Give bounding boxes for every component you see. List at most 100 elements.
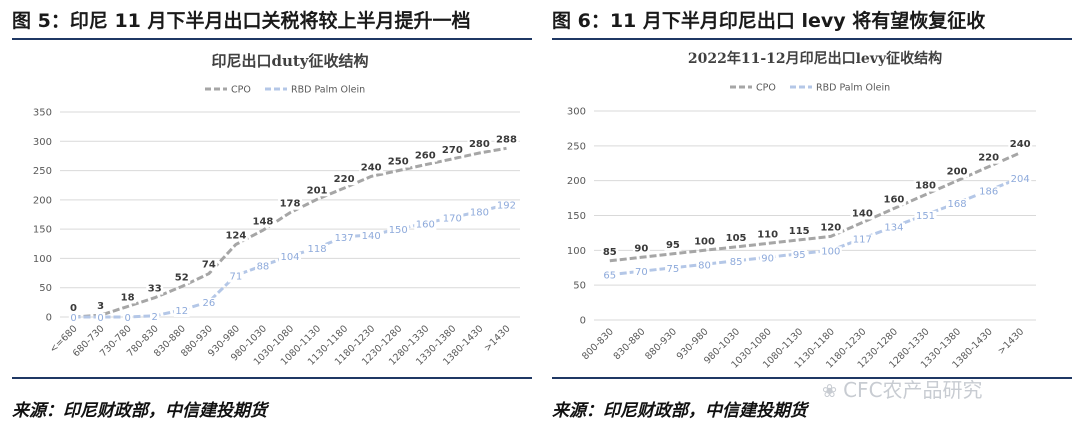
x-tick-label: 800-830 [580,326,616,362]
data-label-rbd: 137 [335,233,354,244]
data-label-bg [1009,173,1032,185]
data-label-bg [119,292,137,304]
data-label-bg [386,156,411,168]
data-label-bg [914,210,937,222]
data-label-bg [913,180,938,192]
data-label-cpo: 0 [70,303,77,314]
data-label-cpo: 260 [415,151,436,162]
data-label-bg [173,305,190,317]
data-label-bg [977,186,1000,198]
data-label-cpo: 240 [1010,139,1031,150]
legend-label: CPO [756,83,776,94]
data-label-bg [882,222,905,234]
figure-6-panel: 图 6：11 月下半月印尼出口 levy 将有望恢复征收 2022年11-12月… [552,0,1072,436]
y-tick-label: 300 [567,107,586,118]
source-rule [552,377,1072,379]
data-label-bg [664,239,682,251]
data-label-bg [68,303,79,314]
data-label-bg [440,144,465,156]
data-label-bg [414,219,437,231]
data-label-bg [467,139,492,150]
data-label-rbd: 160 [416,219,435,230]
data-label-cpo: 201 [307,185,328,196]
data-label-bg [228,271,244,283]
y-tick-label: 50 [573,281,586,292]
data-label-rbd: 85 [730,257,743,268]
series-line-cpo [609,151,1021,263]
data-label-cpo: 120 [820,222,841,233]
data-label-cpo: 100 [694,236,715,247]
data-label-bg [387,225,410,237]
y-tick-label: 300 [33,137,52,148]
data-label-bg [692,236,717,248]
data-label-cpo: 140 [852,208,873,219]
data-label-cpo: 178 [280,199,301,210]
data-label-bg [95,301,106,313]
data-label-bg [881,194,906,206]
data-label-bg [494,134,519,146]
legend-label: RBD Palm Olein [816,83,890,94]
data-label-rbd: 75 [667,264,680,275]
data-label-rbd: 180 [470,208,489,219]
data-label-bg [1008,138,1033,150]
data-label-bg [851,234,874,246]
data-label-bg [633,267,650,279]
data-label-bg [787,225,812,237]
data-label-bg [122,313,133,324]
data-label-cpo: 52 [175,273,189,284]
data-label-bg [173,272,191,284]
data-label-rbd: 0 [124,313,130,324]
data-label-cpo: 200 [947,167,968,178]
data-label-bg [665,263,681,275]
data-label-cpo: 85 [603,247,617,258]
data-label-rbd: 65 [603,271,616,282]
data-label-bg [360,231,383,242]
data-label-rbd: 88 [257,261,270,272]
data-label-bg [95,313,106,324]
chart-title: 印尼出口duty征收结构 [211,52,368,70]
data-label-cpo: 74 [202,260,216,271]
data-label-bg [332,174,357,186]
data-label-bg [68,313,79,324]
watermark-text: CFC农产品研究 [843,378,983,402]
data-label-rbd: 168 [948,199,967,210]
y-tick-label: 250 [567,141,586,152]
figure-5-source: 来源：印尼财政部，中信建投期货 [12,401,267,421]
legend-label: RBD Palm Olein [291,85,365,96]
data-label-cpo: 90 [634,243,648,254]
levy-structure-chart: 2022年11-12月印尼出口levy征收结构 CPO RBD Palm Olein… [567,50,1036,371]
data-label-rbd: 150 [389,225,408,236]
y-tick-label: 200 [567,176,586,187]
legend-item-rbd-palm-olein: RBD Palm Olein [265,85,365,96]
data-label-bg [819,246,842,258]
legend-item-cpo: CPO [205,85,251,96]
y-tick-label: 100 [567,246,586,257]
data-label-rbd: 100 [821,246,840,257]
figure-6-title: 图 6：11 月下半月印尼出口 levy 将有望恢复征收 [552,10,986,32]
data-label-bg [495,200,518,212]
data-label-cpo: 105 [726,233,747,244]
data-label-bg [946,198,969,210]
data-label-bg [150,311,160,323]
y-tick-label: 150 [33,225,52,236]
data-label-rbd: 2 [152,312,158,323]
data-label-bg [255,261,271,273]
y-tick-label: 250 [33,166,52,177]
y-tick-label: 150 [567,211,586,222]
data-label-rbd: 170 [443,213,462,224]
data-label-bg [306,243,329,255]
data-label-bg [850,208,875,220]
data-label-rbd: 104 [280,252,299,263]
data-label-bg [223,230,248,242]
data-label-cpo: 95 [666,240,680,251]
y-tick-label: 350 [33,108,52,119]
data-label-rbd: 134 [884,223,903,234]
data-label-rbd: 71 [230,271,243,282]
data-label-rbd: 12 [175,306,188,317]
data-label-cpo: 288 [496,134,517,145]
data-label-bg [200,297,217,309]
data-label-rbd: 70 [635,267,648,278]
data-label-cpo: 124 [225,230,246,241]
data-label-bg [601,270,618,282]
y-tick-label: 0 [46,313,52,324]
